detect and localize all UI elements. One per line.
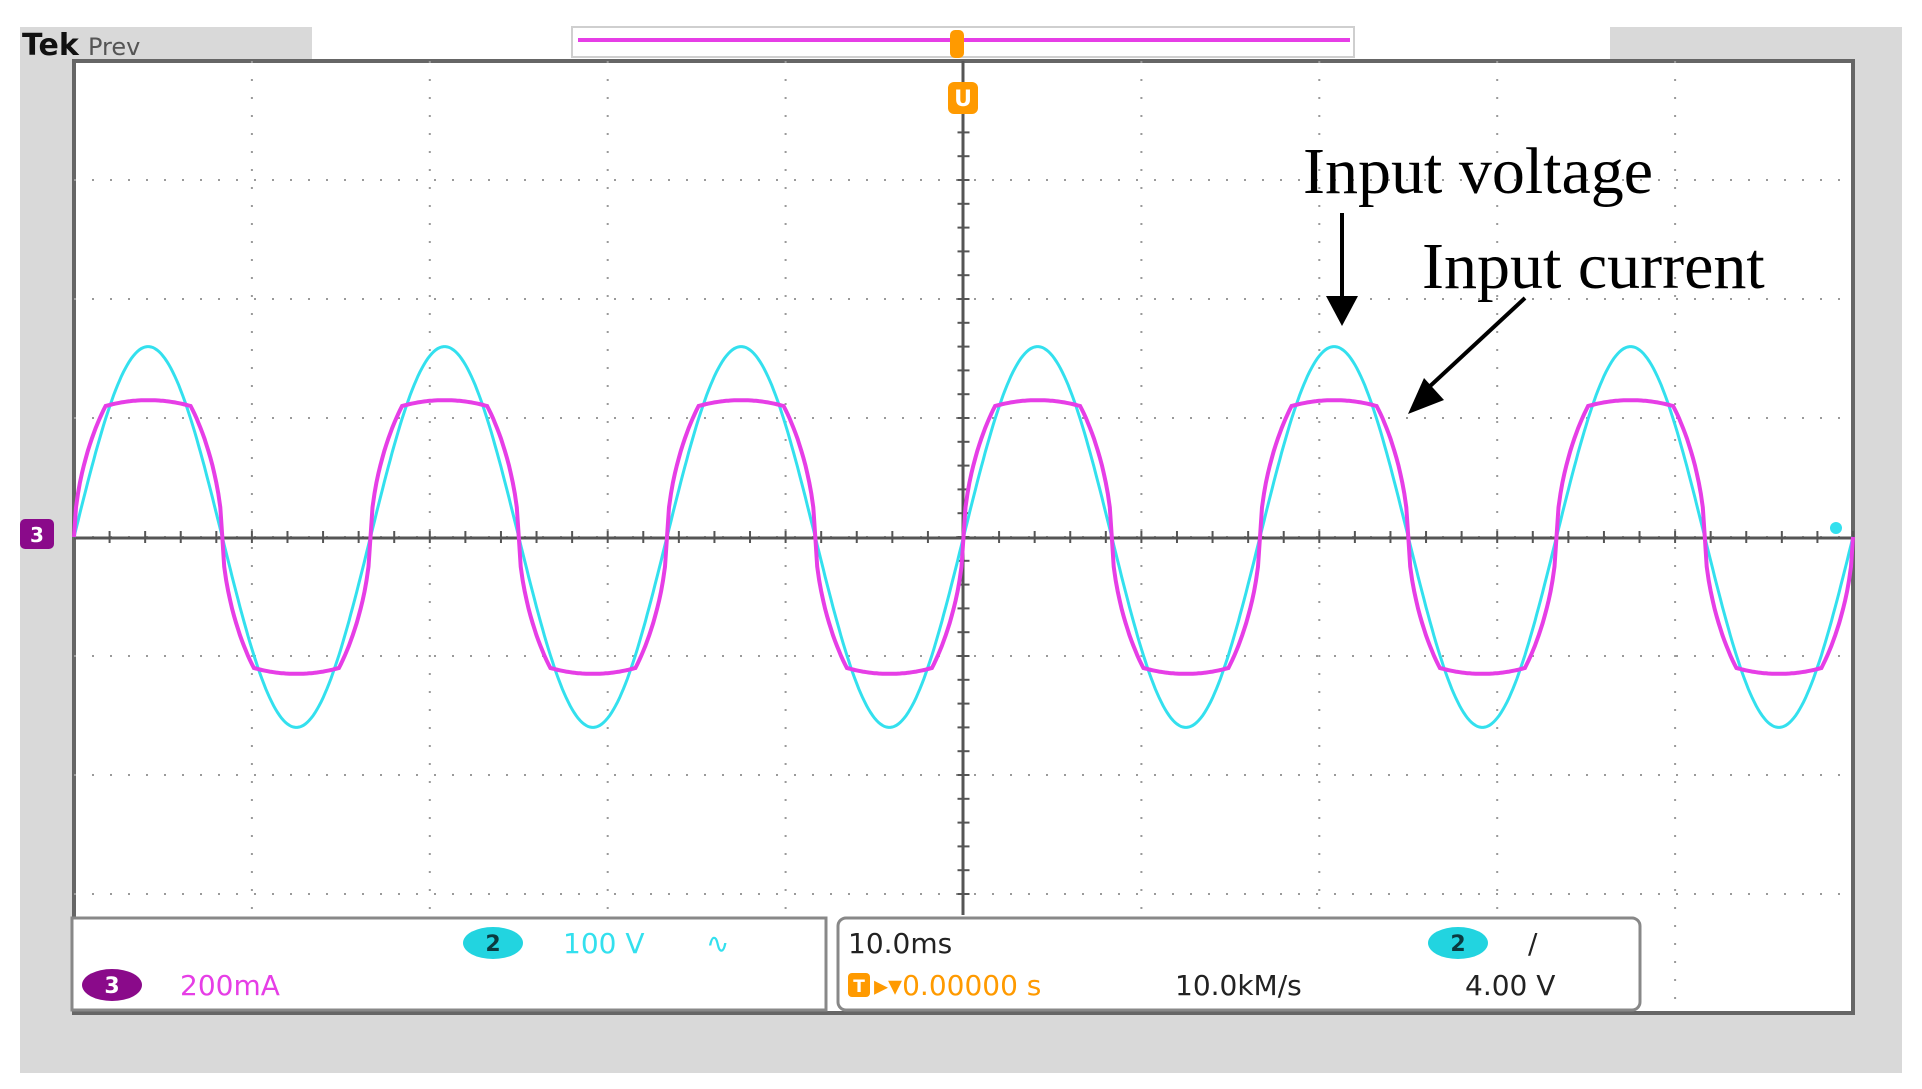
ch3-scale: 200mA xyxy=(180,969,280,1002)
header-left-bar xyxy=(20,27,312,59)
trigger-position-marker xyxy=(948,82,978,114)
channel-ground-label: 3 xyxy=(30,523,44,547)
ch2-coupling-icon: ∿ xyxy=(706,927,729,960)
bottom-margin xyxy=(20,1015,1902,1073)
left-margin xyxy=(20,59,72,1073)
ch2-badge xyxy=(463,927,523,959)
channel-ground-marker xyxy=(20,519,54,549)
trigger-icon-label: T xyxy=(853,977,865,997)
ch2-scale: 100 V xyxy=(563,927,645,960)
current-arrow-head xyxy=(1408,378,1444,414)
brand-label: Tek xyxy=(22,28,80,63)
current-annotation: Input current xyxy=(1422,230,1765,303)
header-right-bar xyxy=(1610,27,1902,59)
voltage-arrow-head xyxy=(1326,296,1358,326)
ch3-badge-label: 3 xyxy=(104,974,119,999)
trigger-top-marker xyxy=(950,30,964,58)
ch2-end-marker xyxy=(1830,522,1842,534)
sample-rate: 10.0kM/s xyxy=(1175,969,1302,1002)
trigger-position-label: U xyxy=(954,87,972,112)
trigger-slope-icon: / xyxy=(1528,927,1538,960)
mode-label: Prev xyxy=(88,33,140,61)
current-arrow-shaft xyxy=(1426,296,1527,390)
trigger-source-badge xyxy=(1428,927,1488,959)
trigger-icon xyxy=(848,973,870,997)
right-margin xyxy=(1855,59,1902,1073)
current-trace xyxy=(72,398,1855,676)
timebase-value: 10.0ms xyxy=(848,927,952,960)
axis-ticks xyxy=(108,83,1854,895)
voltage-annotation: Input voltage xyxy=(1303,135,1653,208)
channel-readout-box xyxy=(70,916,828,1012)
trigger-delay: ▸▾0.00000 s xyxy=(874,969,1041,1002)
trigger-source-label: 2 xyxy=(1450,932,1465,957)
trigger-level: 4.00 V xyxy=(1465,969,1555,1002)
ch2-badge-label: 2 xyxy=(485,932,500,957)
ch3-badge xyxy=(82,969,142,1001)
